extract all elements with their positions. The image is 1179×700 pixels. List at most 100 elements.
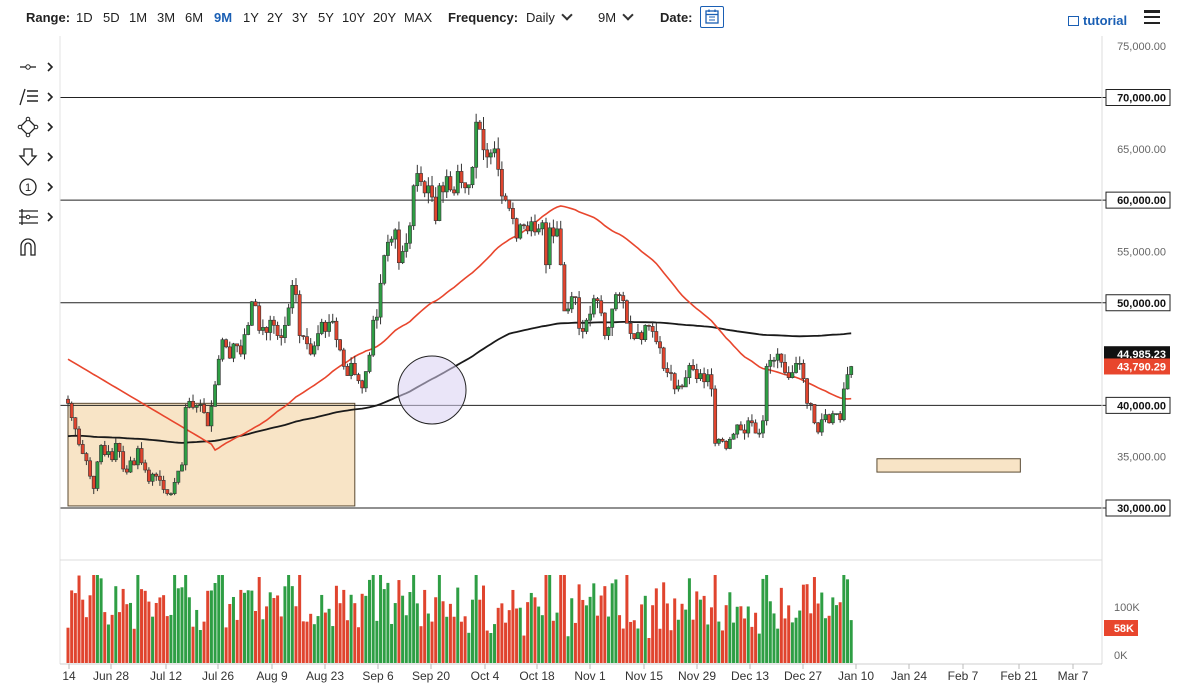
period-select[interactable]: 9M	[598, 9, 634, 25]
level-label: 30,000.00	[1117, 503, 1166, 515]
volume-bar	[798, 610, 802, 663]
candle-body	[433, 196, 438, 221]
candle-body	[518, 224, 523, 239]
volume-bar	[809, 613, 813, 663]
volume-bar	[537, 606, 541, 663]
candle-body	[790, 372, 795, 378]
tool-annotation[interactable]: 1	[14, 176, 58, 198]
volume-bar	[390, 623, 394, 663]
x-tick-label: Jun 28	[93, 669, 129, 683]
tool-trendline[interactable]	[14, 86, 58, 108]
volume-bar	[698, 599, 702, 663]
range-button-5y[interactable]: 5Y	[318, 10, 334, 25]
candle-body	[735, 424, 740, 435]
range-button-2y[interactable]: 2Y	[267, 10, 283, 25]
volume-bar	[470, 599, 474, 663]
candle-body	[371, 319, 376, 356]
volume-bar	[515, 608, 519, 663]
tool-shapes[interactable]	[14, 116, 58, 138]
volume-bar	[364, 595, 368, 663]
candle-body	[698, 373, 703, 379]
level-label-box	[1105, 294, 1171, 312]
candle-body	[643, 325, 648, 340]
volume-bar	[522, 635, 526, 663]
overlay-layer	[397, 355, 467, 425]
range-button-1d[interactable]: 1D	[76, 10, 93, 25]
candle-body	[227, 346, 232, 359]
volume-bar	[349, 594, 353, 663]
range-button-5d[interactable]: 5D	[103, 10, 120, 25]
tutorial-link[interactable]: tutorial	[1068, 13, 1127, 28]
volume-bar	[393, 603, 397, 663]
volume-bar	[290, 586, 294, 663]
candle-body	[349, 362, 354, 376]
candle-body	[139, 448, 144, 464]
candle-body	[408, 225, 412, 244]
range-button-max[interactable]: MAX	[404, 10, 433, 25]
x-tick-label: Aug 23	[306, 669, 344, 683]
range-button-1y[interactable]: 1Y	[243, 10, 259, 25]
candle-body	[547, 227, 552, 266]
range-button-3y[interactable]: 3Y	[292, 10, 308, 25]
volume-bar	[401, 595, 405, 663]
candle-body	[132, 460, 137, 466]
candle-body	[297, 294, 302, 336]
candle-body	[191, 400, 195, 408]
candle-body	[128, 460, 133, 473]
x-tick-label: Nov 1	[574, 669, 606, 683]
candles	[66, 113, 854, 496]
volume-bar	[73, 593, 77, 663]
range-button-9m[interactable]: 9M	[214, 10, 233, 25]
volume-bar	[801, 584, 805, 663]
tool-fibonacci[interactable]	[14, 206, 58, 228]
volume-bar	[518, 607, 522, 663]
candle-body	[514, 218, 519, 239]
candle-body	[246, 325, 251, 335]
candle-body	[194, 405, 199, 408]
volume-bar	[743, 618, 747, 663]
candle-body	[584, 319, 589, 332]
candle-body	[694, 369, 699, 379]
volume-bar	[735, 606, 739, 663]
candle-body	[621, 295, 626, 301]
candle-body	[753, 422, 758, 434]
volume-bar	[618, 615, 622, 663]
volume-bar	[382, 589, 386, 663]
volume-bar	[99, 578, 103, 663]
range-button-20y[interactable]: 20Y	[373, 10, 397, 25]
price-chart[interactable]: 35,000.0045,000.0055,000.0065,000.0075,0…	[0, 36, 1179, 700]
range-button-1m[interactable]: 1M	[129, 10, 148, 25]
range-button-3m[interactable]: 3M	[157, 10, 176, 25]
candle-body	[183, 407, 188, 466]
candle-body	[481, 129, 486, 151]
hamburger-menu-icon[interactable]	[1144, 10, 1160, 25]
tool-crosshair[interactable]	[14, 56, 58, 78]
volume-bar	[379, 575, 383, 663]
volume-bar	[316, 616, 320, 663]
volume-bar	[209, 590, 213, 663]
volume-bar	[452, 616, 456, 663]
candle-body	[135, 448, 140, 466]
candle-body	[463, 182, 468, 189]
candle-body	[566, 308, 570, 312]
frequency-select[interactable]: Daily	[526, 9, 573, 25]
volume-bar	[283, 586, 287, 663]
calendar-button[interactable]	[700, 6, 724, 28]
range-button-10y[interactable]: 10Y	[342, 10, 366, 25]
range-button-6m[interactable]: 6M	[185, 10, 204, 25]
candle-body	[275, 325, 280, 336]
candle-body	[216, 358, 221, 386]
volume-bar	[695, 591, 699, 663]
candle-body	[426, 185, 431, 194]
candle-body	[477, 121, 482, 130]
volume-bar	[529, 592, 533, 663]
candle-body	[838, 413, 843, 421]
candle-body	[816, 422, 821, 433]
candle-body	[205, 412, 210, 427]
candle-body	[709, 374, 714, 390]
x-tick-label: 14	[62, 669, 76, 683]
volume-bar	[195, 609, 199, 663]
candle-body	[397, 229, 401, 264]
tool-arrow[interactable]	[14, 146, 58, 168]
tool-magnet[interactable]	[14, 236, 58, 258]
